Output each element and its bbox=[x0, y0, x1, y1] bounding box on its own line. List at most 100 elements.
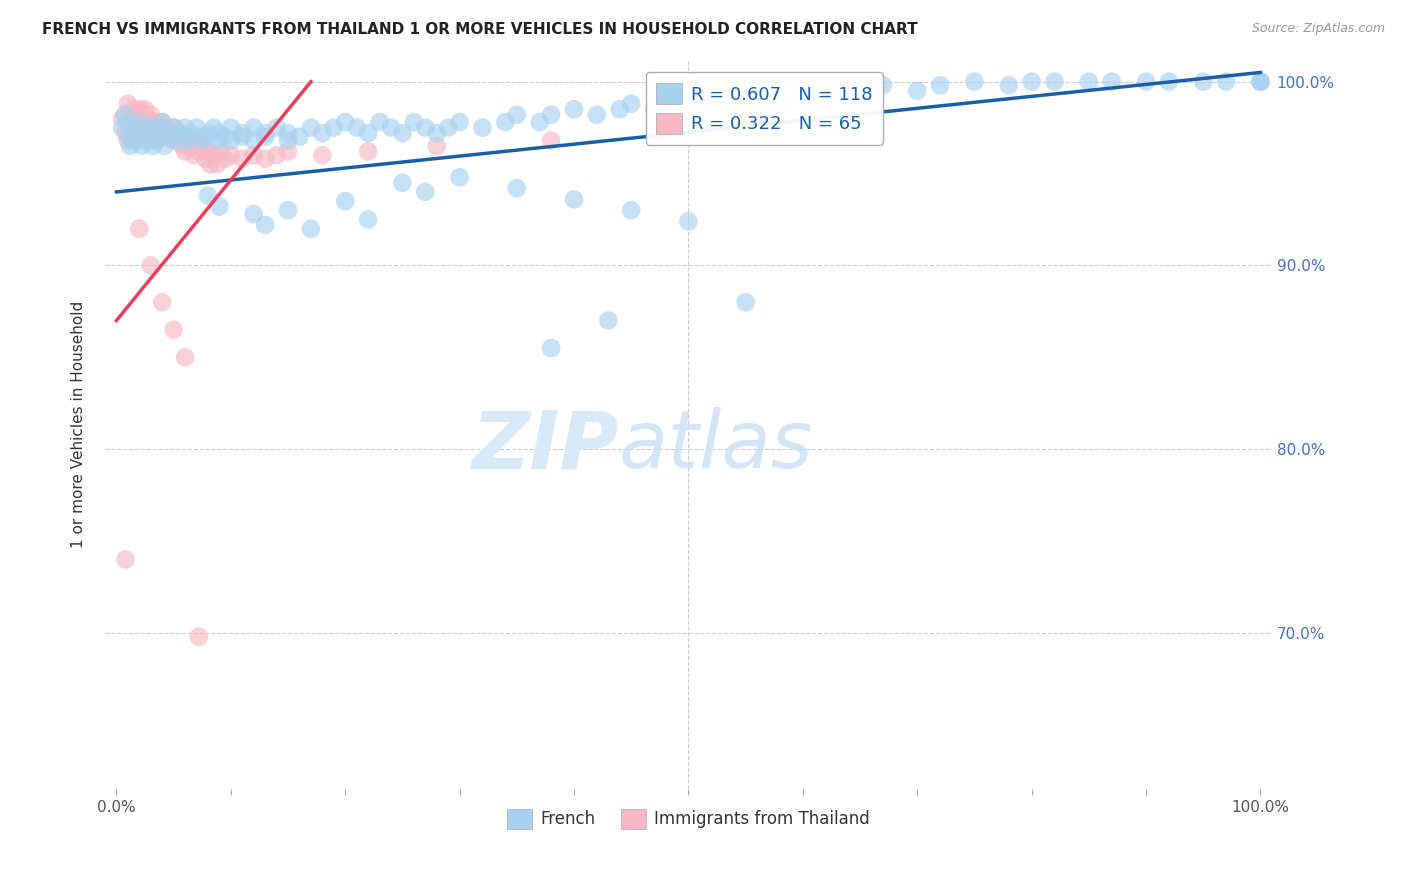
Point bbox=[277, 126, 299, 140]
Point bbox=[299, 120, 322, 135]
Point bbox=[131, 139, 153, 153]
Point bbox=[134, 133, 156, 147]
Point bbox=[139, 120, 162, 135]
Point bbox=[172, 139, 194, 153]
Point bbox=[598, 313, 620, 327]
Point bbox=[219, 120, 242, 135]
Point bbox=[391, 126, 413, 140]
Point bbox=[150, 115, 173, 129]
Point bbox=[136, 120, 159, 135]
Point bbox=[254, 126, 277, 140]
Point bbox=[494, 115, 516, 129]
Point bbox=[299, 221, 322, 235]
Point bbox=[242, 120, 264, 135]
Point bbox=[1249, 75, 1271, 89]
Point bbox=[125, 126, 148, 140]
Point bbox=[357, 145, 380, 159]
Point bbox=[197, 126, 219, 140]
Point bbox=[734, 295, 756, 310]
Point bbox=[335, 194, 357, 208]
Point bbox=[122, 115, 145, 129]
Point bbox=[131, 108, 153, 122]
Point bbox=[150, 115, 173, 129]
Point bbox=[266, 148, 288, 162]
Point bbox=[1249, 75, 1271, 89]
Point bbox=[277, 133, 299, 147]
Point bbox=[814, 89, 837, 103]
Point bbox=[134, 102, 156, 116]
Point bbox=[120, 108, 142, 122]
Point bbox=[415, 185, 437, 199]
Point bbox=[111, 120, 134, 135]
Point bbox=[162, 120, 184, 135]
Point bbox=[872, 78, 894, 93]
Point bbox=[214, 129, 236, 144]
Point bbox=[125, 120, 148, 135]
Point bbox=[162, 120, 184, 135]
Point bbox=[194, 152, 217, 166]
Point bbox=[122, 102, 145, 116]
Point bbox=[142, 115, 165, 129]
Point bbox=[357, 126, 380, 140]
Point bbox=[202, 120, 225, 135]
Point bbox=[963, 75, 986, 89]
Legend: French, Immigrants from Thailand: French, Immigrants from Thailand bbox=[501, 802, 876, 836]
Point bbox=[311, 126, 333, 140]
Point bbox=[734, 89, 756, 103]
Point bbox=[128, 221, 150, 235]
Point bbox=[114, 552, 136, 566]
Point bbox=[191, 133, 214, 147]
Point bbox=[149, 126, 172, 140]
Point bbox=[678, 214, 700, 228]
Point bbox=[156, 129, 179, 144]
Point bbox=[120, 120, 142, 135]
Point bbox=[1192, 75, 1215, 89]
Point bbox=[174, 120, 197, 135]
Point bbox=[678, 93, 700, 107]
Point bbox=[208, 145, 231, 159]
Point bbox=[128, 115, 150, 129]
Point bbox=[1043, 75, 1066, 89]
Point bbox=[1135, 75, 1157, 89]
Point bbox=[242, 133, 264, 147]
Point bbox=[266, 120, 288, 135]
Point bbox=[769, 93, 792, 107]
Point bbox=[242, 207, 264, 221]
Point bbox=[219, 148, 242, 162]
Point bbox=[540, 108, 562, 122]
Point bbox=[540, 133, 562, 147]
Point bbox=[449, 115, 471, 129]
Point bbox=[145, 133, 167, 147]
Point bbox=[153, 139, 176, 153]
Point bbox=[150, 129, 173, 144]
Point bbox=[114, 108, 136, 122]
Point bbox=[1215, 75, 1237, 89]
Point bbox=[643, 102, 665, 116]
Point bbox=[586, 108, 609, 122]
Point bbox=[117, 133, 139, 147]
Point bbox=[138, 126, 160, 140]
Point bbox=[139, 120, 162, 135]
Point bbox=[117, 129, 139, 144]
Point bbox=[165, 133, 187, 147]
Point bbox=[1249, 75, 1271, 89]
Point bbox=[214, 152, 236, 166]
Point bbox=[905, 84, 928, 98]
Point bbox=[162, 129, 184, 144]
Point bbox=[139, 133, 162, 147]
Point bbox=[150, 129, 173, 144]
Point bbox=[128, 115, 150, 129]
Point bbox=[139, 259, 162, 273]
Point bbox=[197, 129, 219, 144]
Point bbox=[202, 148, 225, 162]
Point bbox=[134, 126, 156, 140]
Point bbox=[346, 120, 368, 135]
Point bbox=[183, 148, 205, 162]
Point bbox=[426, 139, 449, 153]
Point bbox=[231, 129, 253, 144]
Point bbox=[391, 176, 413, 190]
Point bbox=[1021, 75, 1043, 89]
Point bbox=[150, 295, 173, 310]
Point bbox=[415, 120, 437, 135]
Point bbox=[254, 129, 277, 144]
